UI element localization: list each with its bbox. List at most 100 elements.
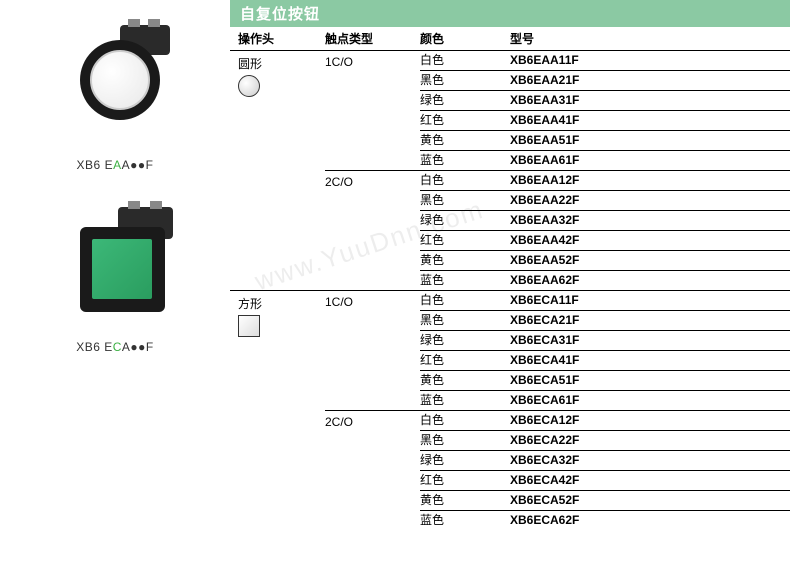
model-cell: XB6ECA41F — [510, 351, 790, 370]
model-cell: XB6ECA42F — [510, 471, 790, 490]
table-row: 绿色XB6ECA32F — [420, 451, 790, 471]
table-section: 圆形1C/O白色XB6EAA11F黑色XB6EAA21F绿色XB6EAA31F红… — [230, 51, 790, 290]
model-cell: XB6EAA21F — [510, 71, 790, 90]
contact-group: 2C/O白色XB6ECA12F黑色XB6ECA22F绿色XB6ECA32F红色X… — [325, 410, 790, 530]
right-column: 自复位按钮 操作头 触点类型 颜色 型号 圆形1C/O白色XB6EAA11F黑色… — [230, 0, 790, 530]
color-cell: 白色 — [420, 171, 510, 190]
header-contact: 触点类型 — [325, 30, 420, 47]
model-cell: XB6ECA52F — [510, 491, 790, 510]
label-suffix: A●●F — [122, 340, 154, 354]
header-color: 颜色 — [420, 30, 510, 47]
model-cell: XB6ECA11F — [510, 291, 790, 310]
model-cell: XB6ECA61F — [510, 391, 790, 410]
color-cell: 红色 — [420, 231, 510, 250]
product-round-image — [50, 20, 180, 150]
table-row: 黄色XB6ECA52F — [420, 491, 790, 511]
contact-group: 1C/O白色XB6ECA11F黑色XB6ECA21F绿色XB6ECA31F红色X… — [325, 291, 790, 410]
model-cell: XB6EAA31F — [510, 91, 790, 110]
operator-cell: 方形 — [230, 291, 325, 530]
color-cell: 黑色 — [420, 311, 510, 330]
color-cell: 绿色 — [420, 451, 510, 470]
model-cell: XB6EAA61F — [510, 151, 790, 170]
label-prefix: XB6 E — [77, 158, 114, 172]
table-row: 黄色XB6ECA51F — [420, 371, 790, 391]
table-row: 绿色XB6ECA31F — [420, 331, 790, 351]
table-row: 蓝色XB6ECA62F — [420, 511, 790, 530]
contact-group: 1C/O白色XB6EAA11F黑色XB6EAA21F绿色XB6EAA31F红色X… — [325, 51, 790, 170]
color-cell: 红色 — [420, 351, 510, 370]
color-cell: 黑色 — [420, 191, 510, 210]
product-round: XB6 EAA●●F — [10, 20, 220, 172]
table-row: 红色XB6EAA42F — [420, 231, 790, 251]
table-row: 红色XB6EAA41F — [420, 111, 790, 131]
model-cell: XB6EAA42F — [510, 231, 790, 250]
color-cell: 白色 — [420, 411, 510, 430]
color-cell: 蓝色 — [420, 151, 510, 170]
operator-cell: 圆形 — [230, 51, 325, 290]
model-cell: XB6EAA62F — [510, 271, 790, 290]
table-row: 黑色XB6EAA22F — [420, 191, 790, 211]
color-cell: 蓝色 — [420, 271, 510, 290]
square-face-icon — [92, 239, 152, 299]
table-row: 绿色XB6EAA32F — [420, 211, 790, 231]
color-cell: 绿色 — [420, 91, 510, 110]
rows: 白色XB6ECA12F黑色XB6ECA22F绿色XB6ECA32F红色XB6EC… — [420, 411, 790, 530]
color-cell: 黑色 — [420, 431, 510, 450]
color-cell: 黄色 — [420, 371, 510, 390]
color-cell: 黑色 — [420, 71, 510, 90]
rows: 白色XB6EAA11F黑色XB6EAA21F绿色XB6EAA31F红色XB6EA… — [420, 51, 790, 170]
label-green: A — [113, 158, 122, 172]
color-cell: 红色 — [420, 471, 510, 490]
model-cell: XB6EAA51F — [510, 131, 790, 150]
contact-cell: 1C/O — [325, 51, 420, 170]
color-cell: 绿色 — [420, 331, 510, 350]
operator-label: 圆形 — [238, 55, 317, 72]
model-cell: XB6ECA21F — [510, 311, 790, 330]
table-row: 白色XB6ECA11F — [420, 291, 790, 311]
title-bar: 自复位按钮 — [230, 0, 790, 27]
product-square-label: XB6 ECA●●F — [10, 340, 220, 354]
table-section: 方形1C/O白色XB6ECA11F黑色XB6ECA21F绿色XB6ECA31F红… — [230, 290, 790, 530]
model-cell: XB6ECA12F — [510, 411, 790, 430]
model-cell: XB6EAA32F — [510, 211, 790, 230]
table-row: 黑色XB6ECA22F — [420, 431, 790, 451]
table-row: 黄色XB6EAA51F — [420, 131, 790, 151]
color-cell: 白色 — [420, 51, 510, 70]
table-row: 黑色XB6ECA21F — [420, 311, 790, 331]
rows: 白色XB6EAA12F黑色XB6EAA22F绿色XB6EAA32F红色XB6EA… — [420, 171, 790, 290]
left-column: XB6 EAA●●F XB6 ECA●●F — [0, 0, 230, 404]
product-square-image — [50, 202, 180, 332]
model-cell: XB6ECA31F — [510, 331, 790, 350]
table-row: 白色XB6EAA11F — [420, 51, 790, 71]
model-cell: XB6ECA22F — [510, 431, 790, 450]
color-cell: 黄色 — [420, 251, 510, 270]
color-cell: 白色 — [420, 291, 510, 310]
table-row: 绿色XB6EAA31F — [420, 91, 790, 111]
model-cell: XB6ECA62F — [510, 511, 790, 530]
model-cell: XB6EAA52F — [510, 251, 790, 270]
table-row: 红色XB6ECA42F — [420, 471, 790, 491]
table-row: 蓝色XB6EAA62F — [420, 271, 790, 290]
contact-groups: 1C/O白色XB6ECA11F黑色XB6ECA21F绿色XB6ECA31F红色X… — [325, 291, 790, 530]
color-cell: 黄色 — [420, 131, 510, 150]
label-suffix: A●●F — [122, 158, 154, 172]
contact-groups: 1C/O白色XB6EAA11F黑色XB6EAA21F绿色XB6EAA31F红色X… — [325, 51, 790, 290]
table-header: 操作头 触点类型 颜色 型号 — [230, 27, 790, 51]
table-row: 蓝色XB6ECA61F — [420, 391, 790, 410]
table-row: 黄色XB6EAA52F — [420, 251, 790, 271]
table-body: 圆形1C/O白色XB6EAA11F黑色XB6EAA21F绿色XB6EAA31F红… — [230, 51, 790, 530]
round-face-icon — [90, 50, 150, 110]
contact-cell: 1C/O — [325, 291, 420, 410]
product-round-label: XB6 EAA●●F — [10, 158, 220, 172]
color-cell: 蓝色 — [420, 391, 510, 410]
table-row: 蓝色XB6EAA61F — [420, 151, 790, 170]
contact-group: 2C/O白色XB6EAA12F黑色XB6EAA22F绿色XB6EAA32F红色X… — [325, 170, 790, 290]
label-prefix: XB6 E — [76, 340, 113, 354]
operator-label: 方形 — [238, 295, 317, 312]
circle-icon — [238, 75, 260, 97]
square-icon — [238, 315, 260, 337]
contact-cell: 2C/O — [325, 411, 420, 530]
model-cell: XB6EAA22F — [510, 191, 790, 210]
table-row: 红色XB6ECA41F — [420, 351, 790, 371]
model-cell: XB6ECA32F — [510, 451, 790, 470]
